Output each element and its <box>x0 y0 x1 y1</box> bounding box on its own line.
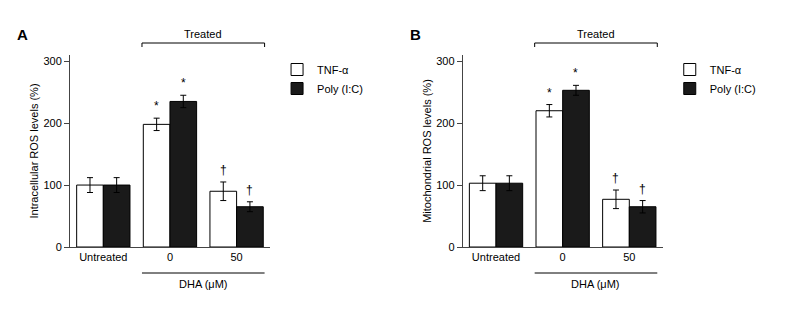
svg-text:TNF-α: TNF-α <box>710 64 742 76</box>
svg-text:50: 50 <box>230 251 242 263</box>
svg-text:0: 0 <box>56 241 62 253</box>
svg-text:100: 100 <box>436 179 454 191</box>
svg-text:0: 0 <box>448 241 454 253</box>
svg-text:†: † <box>639 182 646 196</box>
svg-text:*: * <box>547 86 552 100</box>
svg-text:300: 300 <box>436 55 454 67</box>
svg-text:200: 200 <box>43 117 61 129</box>
svg-text:Intracellular ROS levels (%): Intracellular ROS levels (%) <box>28 83 40 218</box>
svg-text:†: † <box>220 163 227 177</box>
svg-text:0: 0 <box>560 251 566 263</box>
svg-text:Treated: Treated <box>184 28 222 40</box>
svg-text:Untreated: Untreated <box>472 251 520 263</box>
svg-text:TNF-α: TNF-α <box>317 64 349 76</box>
svg-text:Poly (I:C): Poly (I:C) <box>317 83 363 95</box>
svg-text:*: * <box>154 99 159 113</box>
svg-text:Untreated: Untreated <box>79 251 127 263</box>
svg-text:Treated: Treated <box>577 28 615 40</box>
svg-text:Mitochondrial ROS levels (%): Mitochondrial ROS levels (%) <box>421 79 433 223</box>
svg-text:A: A <box>17 26 28 43</box>
svg-text:DHA (μM): DHA (μM) <box>179 278 228 290</box>
svg-text:100: 100 <box>43 179 61 191</box>
svg-text:300: 300 <box>43 55 61 67</box>
svg-text:0: 0 <box>167 251 173 263</box>
svg-text:†: † <box>612 171 619 185</box>
svg-text:*: * <box>573 66 578 80</box>
svg-text:200: 200 <box>436 117 454 129</box>
svg-text:DHA (μM): DHA (μM) <box>571 278 620 290</box>
svg-text:†: † <box>246 183 253 197</box>
svg-text:*: * <box>181 76 186 90</box>
svg-text:50: 50 <box>623 251 635 263</box>
svg-text:B: B <box>410 26 421 43</box>
svg-text:Poly (I:C): Poly (I:C) <box>710 83 756 95</box>
